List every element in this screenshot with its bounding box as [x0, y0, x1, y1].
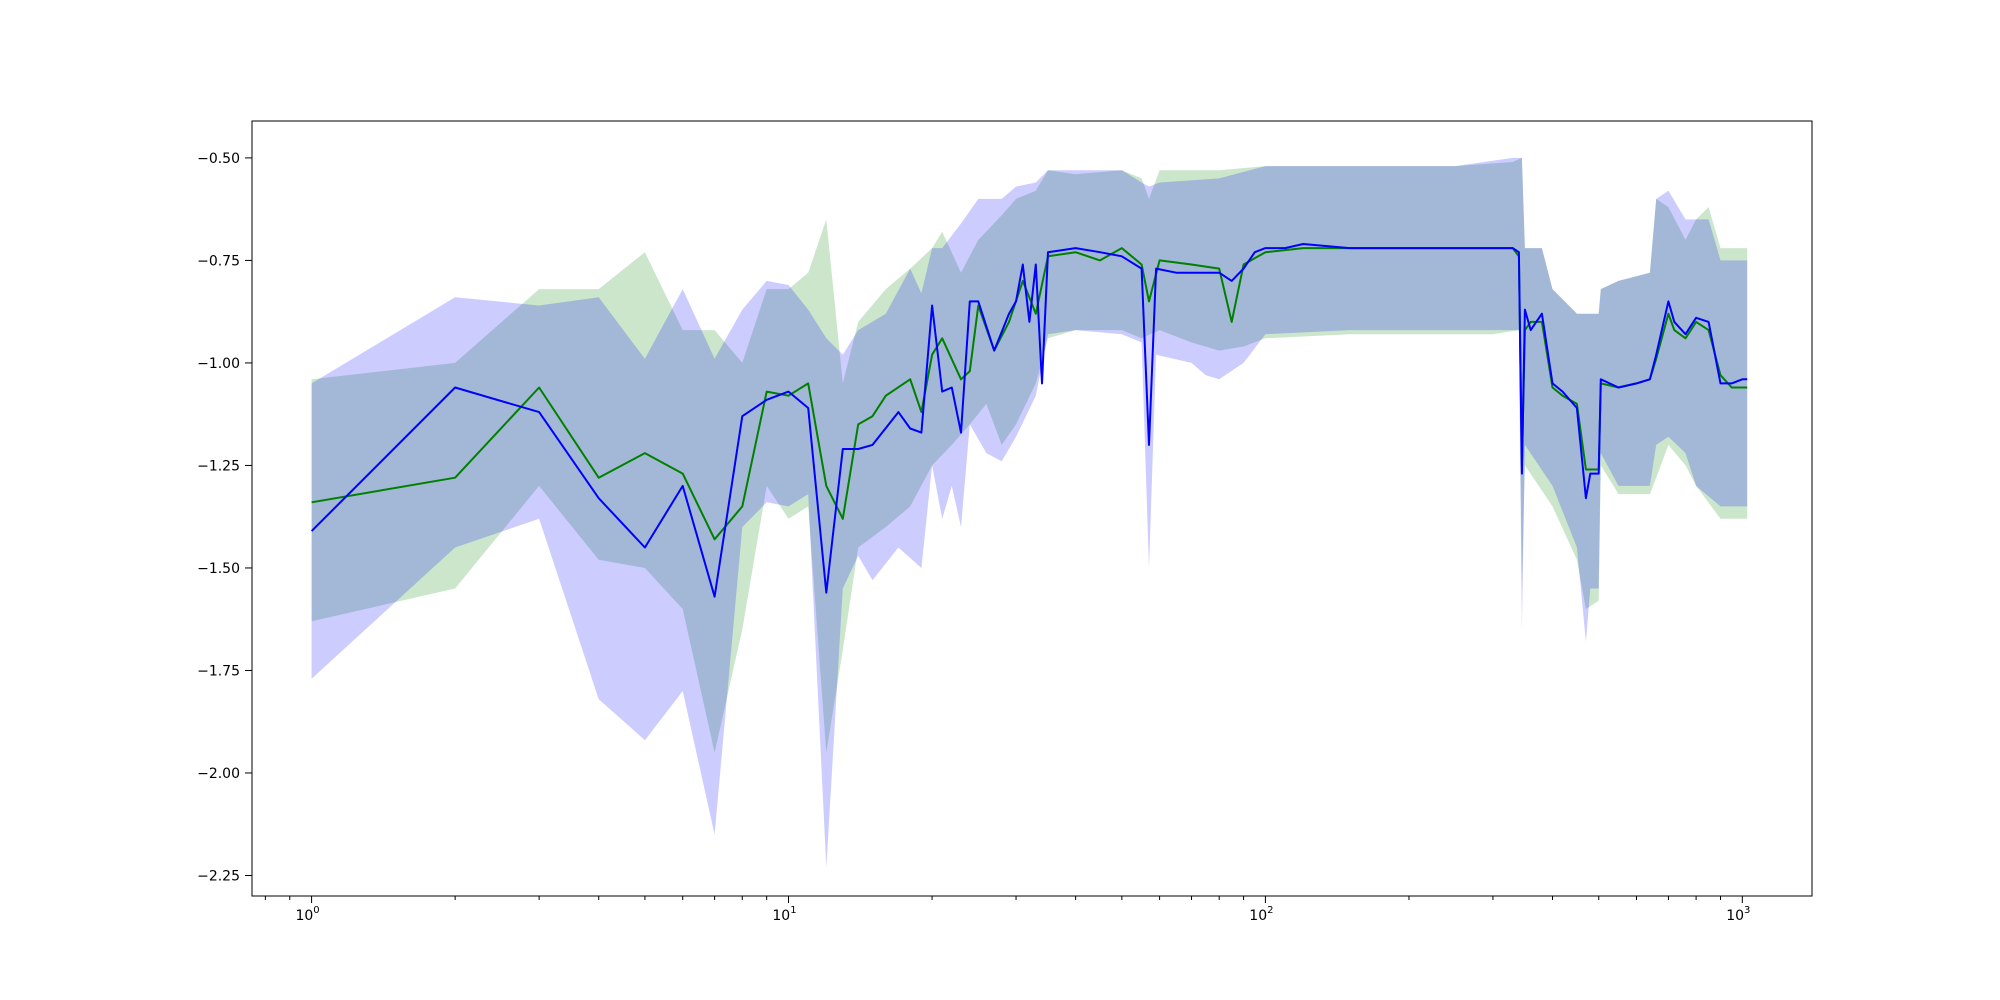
y-axis: −0.50 −0.75 −1.00 −1.25 −1.50 −1.75 −2.00 −2.25 [197, 151, 252, 884]
x-axis: 100 101 102 103 [264, 896, 1750, 924]
series-1-band [311, 157, 1748, 753]
x-tick-label: 103 [1726, 905, 1750, 924]
y-tick-label: −1.25 [197, 458, 240, 474]
confidence-bands [311, 157, 1748, 868]
y-tick-label: −1.75 [197, 663, 240, 679]
x-tick-label: 102 [1249, 905, 1273, 924]
y-tick-label: −0.50 [197, 151, 240, 167]
y-tick-label: −1.00 [197, 356, 240, 372]
y-tick-label: −2.25 [197, 868, 240, 884]
x-tick-label: 100 [295, 905, 319, 924]
y-tick-label: −0.75 [197, 253, 240, 269]
x-tick-label: 101 [772, 905, 796, 924]
series-2-band [311, 157, 1748, 868]
y-tick-label: −1.50 [197, 561, 240, 577]
y-tick-label: −2.00 [197, 766, 240, 782]
series-2-line [310, 243, 1748, 598]
axes-frame [251, 120, 1813, 897]
series-lines [310, 243, 1748, 598]
